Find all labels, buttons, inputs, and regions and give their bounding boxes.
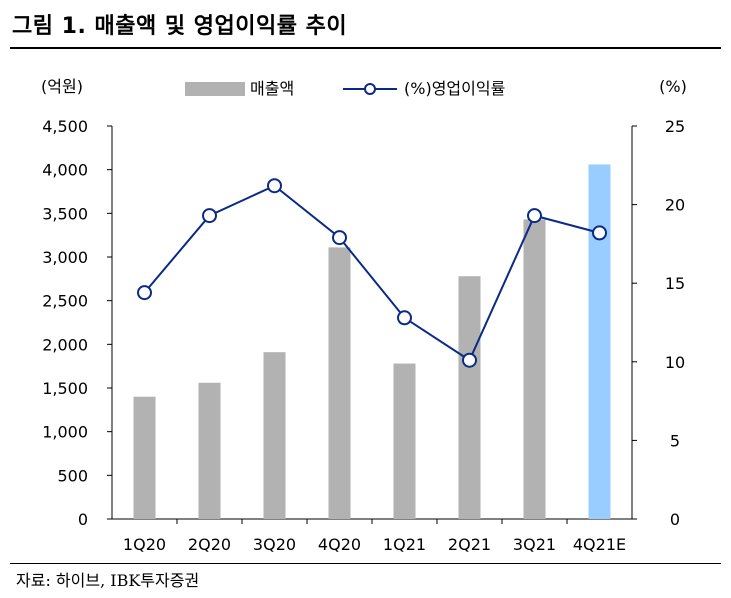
- revenue-bar: [393, 363, 416, 519]
- left-tick-label: 4,500: [42, 117, 88, 136]
- axes: 4,500 4,000 3,500 3,000 2,500 2,000 1,500 1,000…: [42, 117, 685, 529]
- x-tick-label: 4Q20: [318, 535, 361, 554]
- left-tick-label: 0: [78, 510, 88, 529]
- left-tick-label: 4,000: [42, 161, 88, 180]
- legend-bar-label: 매출액: [250, 79, 294, 98]
- margin-point: [462, 352, 477, 368]
- revenue-bar: [523, 219, 546, 520]
- legend-line-label: (%)영업이익률: [404, 79, 505, 98]
- line-series: [137, 178, 607, 368]
- left-tick-label: 500: [57, 466, 88, 485]
- legend-bar-swatch: [185, 82, 245, 96]
- x-tick-label: 4Q21E: [573, 535, 626, 554]
- left-axis-unit-label: (억원): [41, 77, 83, 96]
- revenue-bar: [263, 352, 286, 519]
- revenue-bar: [588, 164, 611, 519]
- x-tick-label: 1Q20: [123, 535, 166, 554]
- left-tick-label: 2,000: [42, 335, 88, 354]
- right-tick-label: 5: [670, 431, 680, 450]
- margin-point: [332, 230, 347, 246]
- bar-series: [133, 164, 611, 520]
- legend: 매출액 (%)영업이익률: [185, 79, 505, 98]
- revenue-bar: [133, 396, 156, 519]
- left-tick-label: 3,500: [42, 204, 88, 223]
- margin-point: [397, 310, 412, 326]
- left-tick-label: 1,500: [42, 379, 88, 398]
- right-tick-label: 20: [665, 196, 685, 215]
- revenue-bar: [328, 247, 351, 520]
- x-tick-label: 3Q20: [253, 535, 296, 554]
- right-tick-label: 25: [665, 117, 685, 136]
- margin-line: [143, 184, 600, 362]
- right-tick-label: 10: [665, 353, 685, 372]
- left-tick-label: 3,000: [42, 248, 88, 267]
- title-divider: [10, 47, 721, 49]
- right-tick-label: 15: [665, 274, 685, 293]
- source-divider: [10, 563, 721, 564]
- right-tick-label: 0: [670, 510, 680, 529]
- margin-point: [592, 225, 607, 241]
- x-tick-labels: 1Q20 2Q20 3Q20 4Q20 1Q21 2Q21 3Q21 4Q21E: [123, 535, 626, 554]
- x-tick-label: 1Q21: [383, 535, 426, 554]
- source-note: 자료: 하이브, IBK투자증권: [16, 571, 200, 590]
- revenue-bar: [458, 276, 481, 519]
- x-tick-label: 3Q21: [513, 535, 556, 554]
- margin-point: [267, 178, 282, 194]
- revenue-bar: [198, 382, 221, 519]
- margin-point: [137, 285, 152, 301]
- left-tick-label: 2,500: [42, 292, 88, 311]
- right-axis-unit-label: (%): [659, 77, 687, 96]
- legend-line-marker: [364, 83, 376, 95]
- x-tick-label: 2Q20: [188, 535, 231, 554]
- left-tick-label: 1,000: [42, 423, 88, 442]
- margin-point: [202, 208, 217, 224]
- figure-title: 그림 1. 매출액 및 영업이익률 추이: [12, 14, 348, 39]
- x-tick-label: 2Q21: [448, 535, 491, 554]
- margin-point: [527, 208, 542, 224]
